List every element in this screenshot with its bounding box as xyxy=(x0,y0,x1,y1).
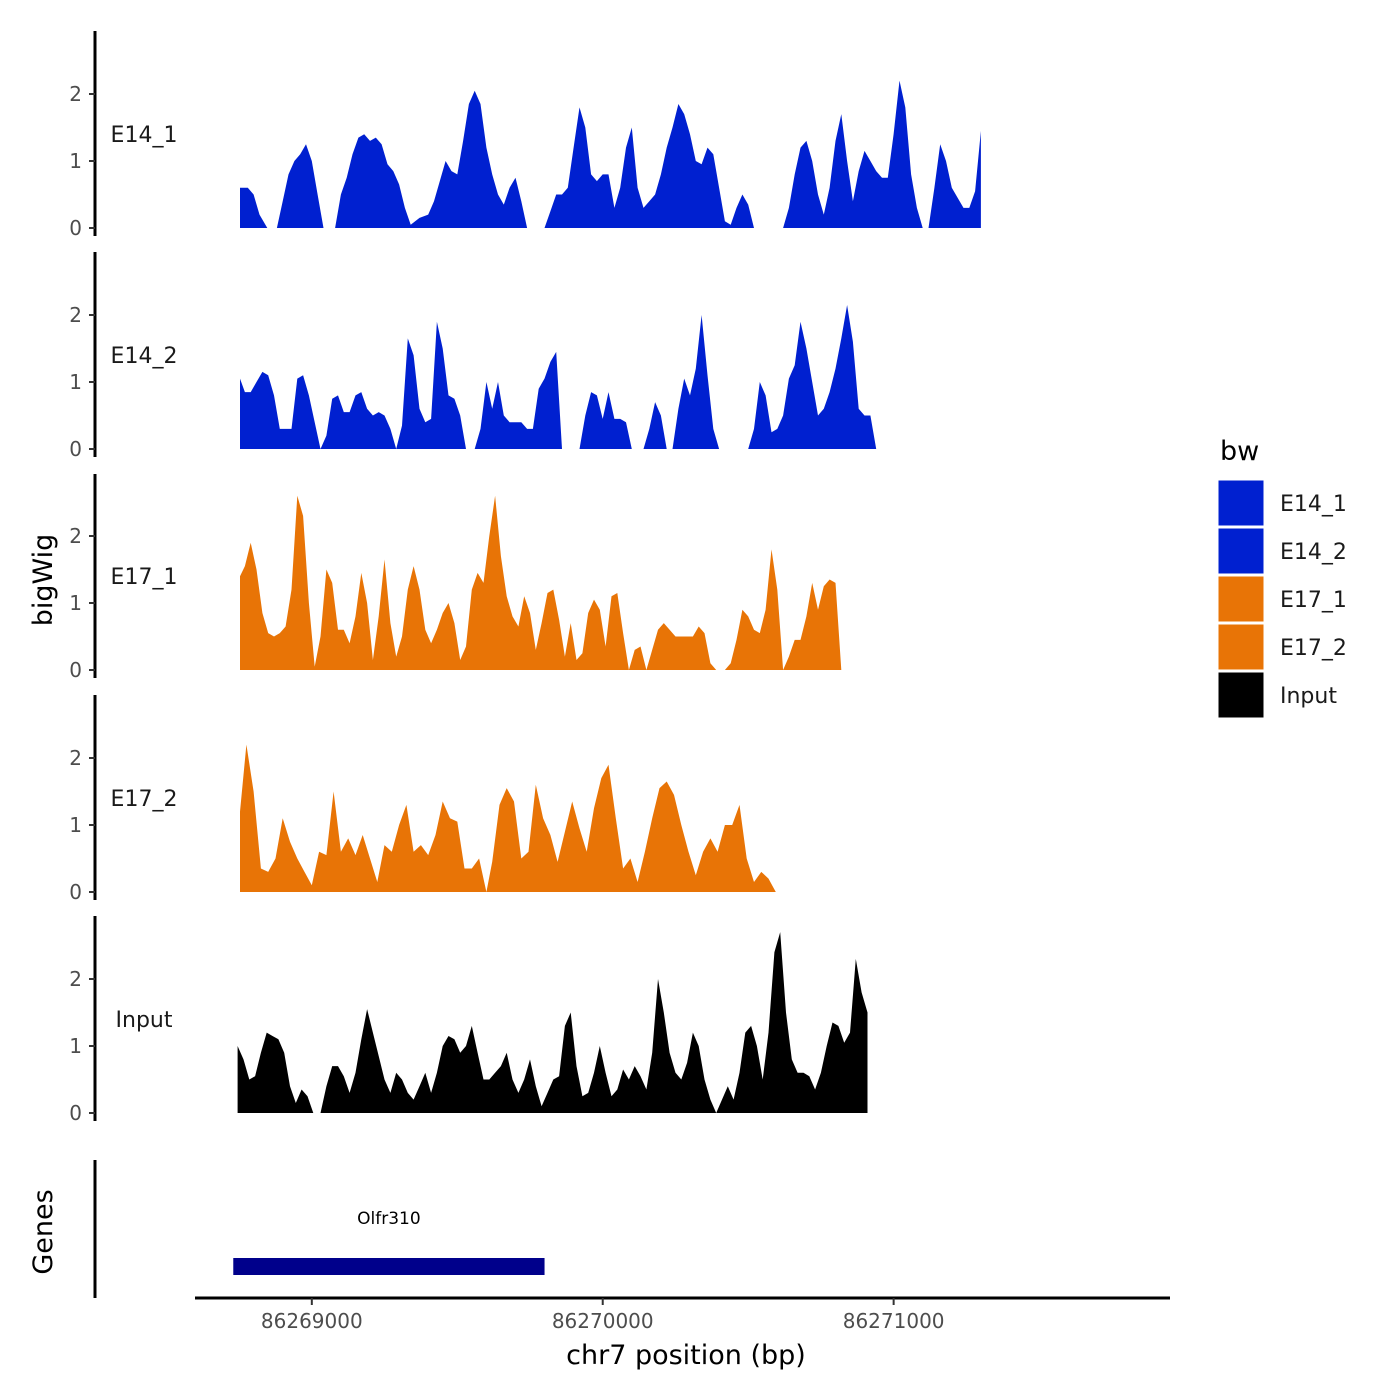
track-label: E17_1 xyxy=(111,565,178,590)
y-tick-label: 1 xyxy=(69,813,82,837)
x-axis: 86269000 86270000 86271000 xyxy=(195,1296,1170,1333)
legend-label: E17_1 xyxy=(1280,588,1347,613)
track-label: Input xyxy=(116,1008,173,1033)
legend-swatch-E14_1 xyxy=(1217,479,1265,527)
track-label: E14_1 xyxy=(111,123,178,148)
y-tick-label: 2 xyxy=(69,524,82,548)
legend-title: bw xyxy=(1220,436,1259,467)
y-tick-label: 2 xyxy=(69,82,82,106)
coverage-area-E14_1 xyxy=(240,80,981,228)
genes-panel: Olfr310 xyxy=(93,1160,545,1298)
y-tick-label: 2 xyxy=(69,967,82,991)
track-label: E14_2 xyxy=(111,344,178,369)
legend-label: E14_1 xyxy=(1280,492,1347,517)
y-axis-title: bigWig xyxy=(28,534,59,627)
gene-label: Olfr310 xyxy=(357,1209,421,1229)
legend-swatch-E17_2 xyxy=(1217,623,1265,671)
legend-swatch-Input xyxy=(1217,671,1265,719)
track-label: E17_2 xyxy=(111,787,178,812)
legend-label: E17_2 xyxy=(1280,636,1347,661)
x-tick-label: 86270000 xyxy=(552,1309,654,1333)
x-tick-label: 86271000 xyxy=(843,1309,945,1333)
legend-swatch-E14_2 xyxy=(1217,527,1265,575)
y-tick-label: 2 xyxy=(69,303,82,327)
legend-swatch-E17_1 xyxy=(1217,575,1265,623)
track-E14_2: 0 1 2 E14_2 xyxy=(69,252,882,461)
track-Input: 0 1 2 Input xyxy=(69,916,868,1125)
y-tick-label: 1 xyxy=(69,1034,82,1058)
legend-label: E14_2 xyxy=(1280,540,1347,565)
y-tick-label: 0 xyxy=(69,437,82,461)
y-tick-label: 1 xyxy=(69,591,82,615)
coverage-area-Input xyxy=(237,932,868,1113)
coverage-area-E17_1 xyxy=(240,495,842,670)
y-tick-label: 2 xyxy=(69,746,82,770)
x-tick-label: 86269000 xyxy=(261,1309,363,1333)
track-E17_2: 0 1 2 E17_2 xyxy=(69,695,776,904)
legend-label: Input xyxy=(1280,684,1337,709)
gene-body xyxy=(233,1258,545,1275)
y-tick-label: 0 xyxy=(69,1101,82,1125)
track-E14_1: 0 1 2 E14_1 xyxy=(69,31,981,240)
x-axis-title: chr7 position (bp) xyxy=(566,1340,806,1371)
y-tick-label: 0 xyxy=(69,658,82,682)
coverage-area-E17_2 xyxy=(240,744,776,892)
tracks-group: 0 1 2 E14_1 0 1 2 E14_2 0 1 2 E17_1 0 1 2 E17_2 0 1 2 Input xyxy=(69,31,981,1125)
y-tick-label: 0 xyxy=(69,216,82,240)
y-tick-label: 0 xyxy=(69,880,82,904)
genes-axis-title: Genes xyxy=(28,1189,59,1274)
y-tick-label: 1 xyxy=(69,149,82,173)
y-tick-label: 1 xyxy=(69,370,82,394)
track-E17_1: 0 1 2 E17_1 xyxy=(69,474,842,682)
legend: bw E14_1 E14_2 E17_1 E17_2 Input xyxy=(1217,436,1347,719)
coverage-area-E14_2 xyxy=(240,305,882,449)
